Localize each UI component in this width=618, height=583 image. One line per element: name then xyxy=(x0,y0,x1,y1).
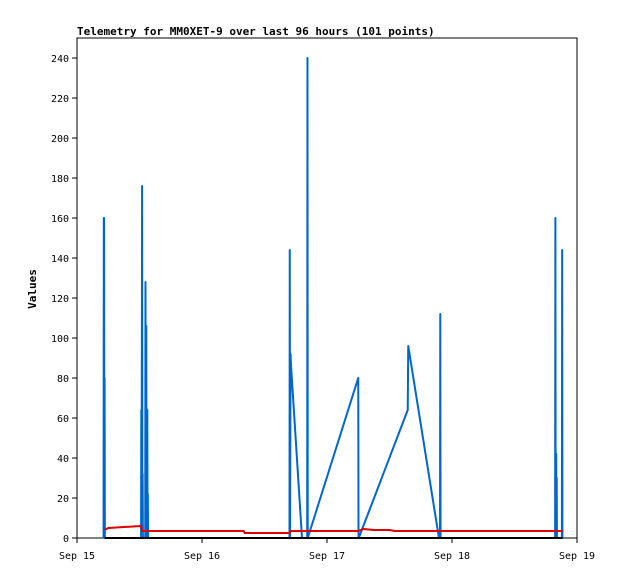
y-tick-label: 180 xyxy=(51,174,69,185)
y-tick-label: 80 xyxy=(57,374,69,385)
y-tick-label: 20 xyxy=(57,494,69,505)
x-axis-ticks: Sep 15 Sep 16 Sep 17 Sep 18 Sep 19 xyxy=(59,538,595,562)
y-tick-label: 120 xyxy=(51,294,69,305)
series-line-2 xyxy=(104,525,563,534)
y-tick-label: 240 xyxy=(51,54,69,65)
x-tick-label: Sep 19 xyxy=(559,551,595,562)
y-tick-label: 0 xyxy=(63,534,69,545)
x-tick-label: Sep 17 xyxy=(309,551,345,562)
series-line-1 xyxy=(102,57,564,539)
series-layer xyxy=(102,57,564,539)
y-tick-label: 220 xyxy=(51,94,69,105)
y-tick-label: 40 xyxy=(57,454,69,465)
y-tick-label: 100 xyxy=(51,334,69,345)
y-tick-label: 160 xyxy=(51,214,69,225)
chart-title: Telemetry for MM0XET-9 over last 96 hour… xyxy=(77,25,435,38)
plot-frame xyxy=(76,37,578,539)
x-tick-label: Sep 18 xyxy=(434,551,470,562)
y-axis-label: Values xyxy=(26,269,39,309)
y-tick-label: 200 xyxy=(51,134,69,145)
y-axis-ticks: 0 20 40 60 80 100 120 140 160 180 200 220 240 xyxy=(51,54,77,545)
y-tick-label: 140 xyxy=(51,254,69,265)
x-tick-label: Sep 16 xyxy=(184,551,220,562)
y-tick-label: 60 xyxy=(57,414,69,425)
x-tick-label: Sep 15 xyxy=(59,551,95,562)
